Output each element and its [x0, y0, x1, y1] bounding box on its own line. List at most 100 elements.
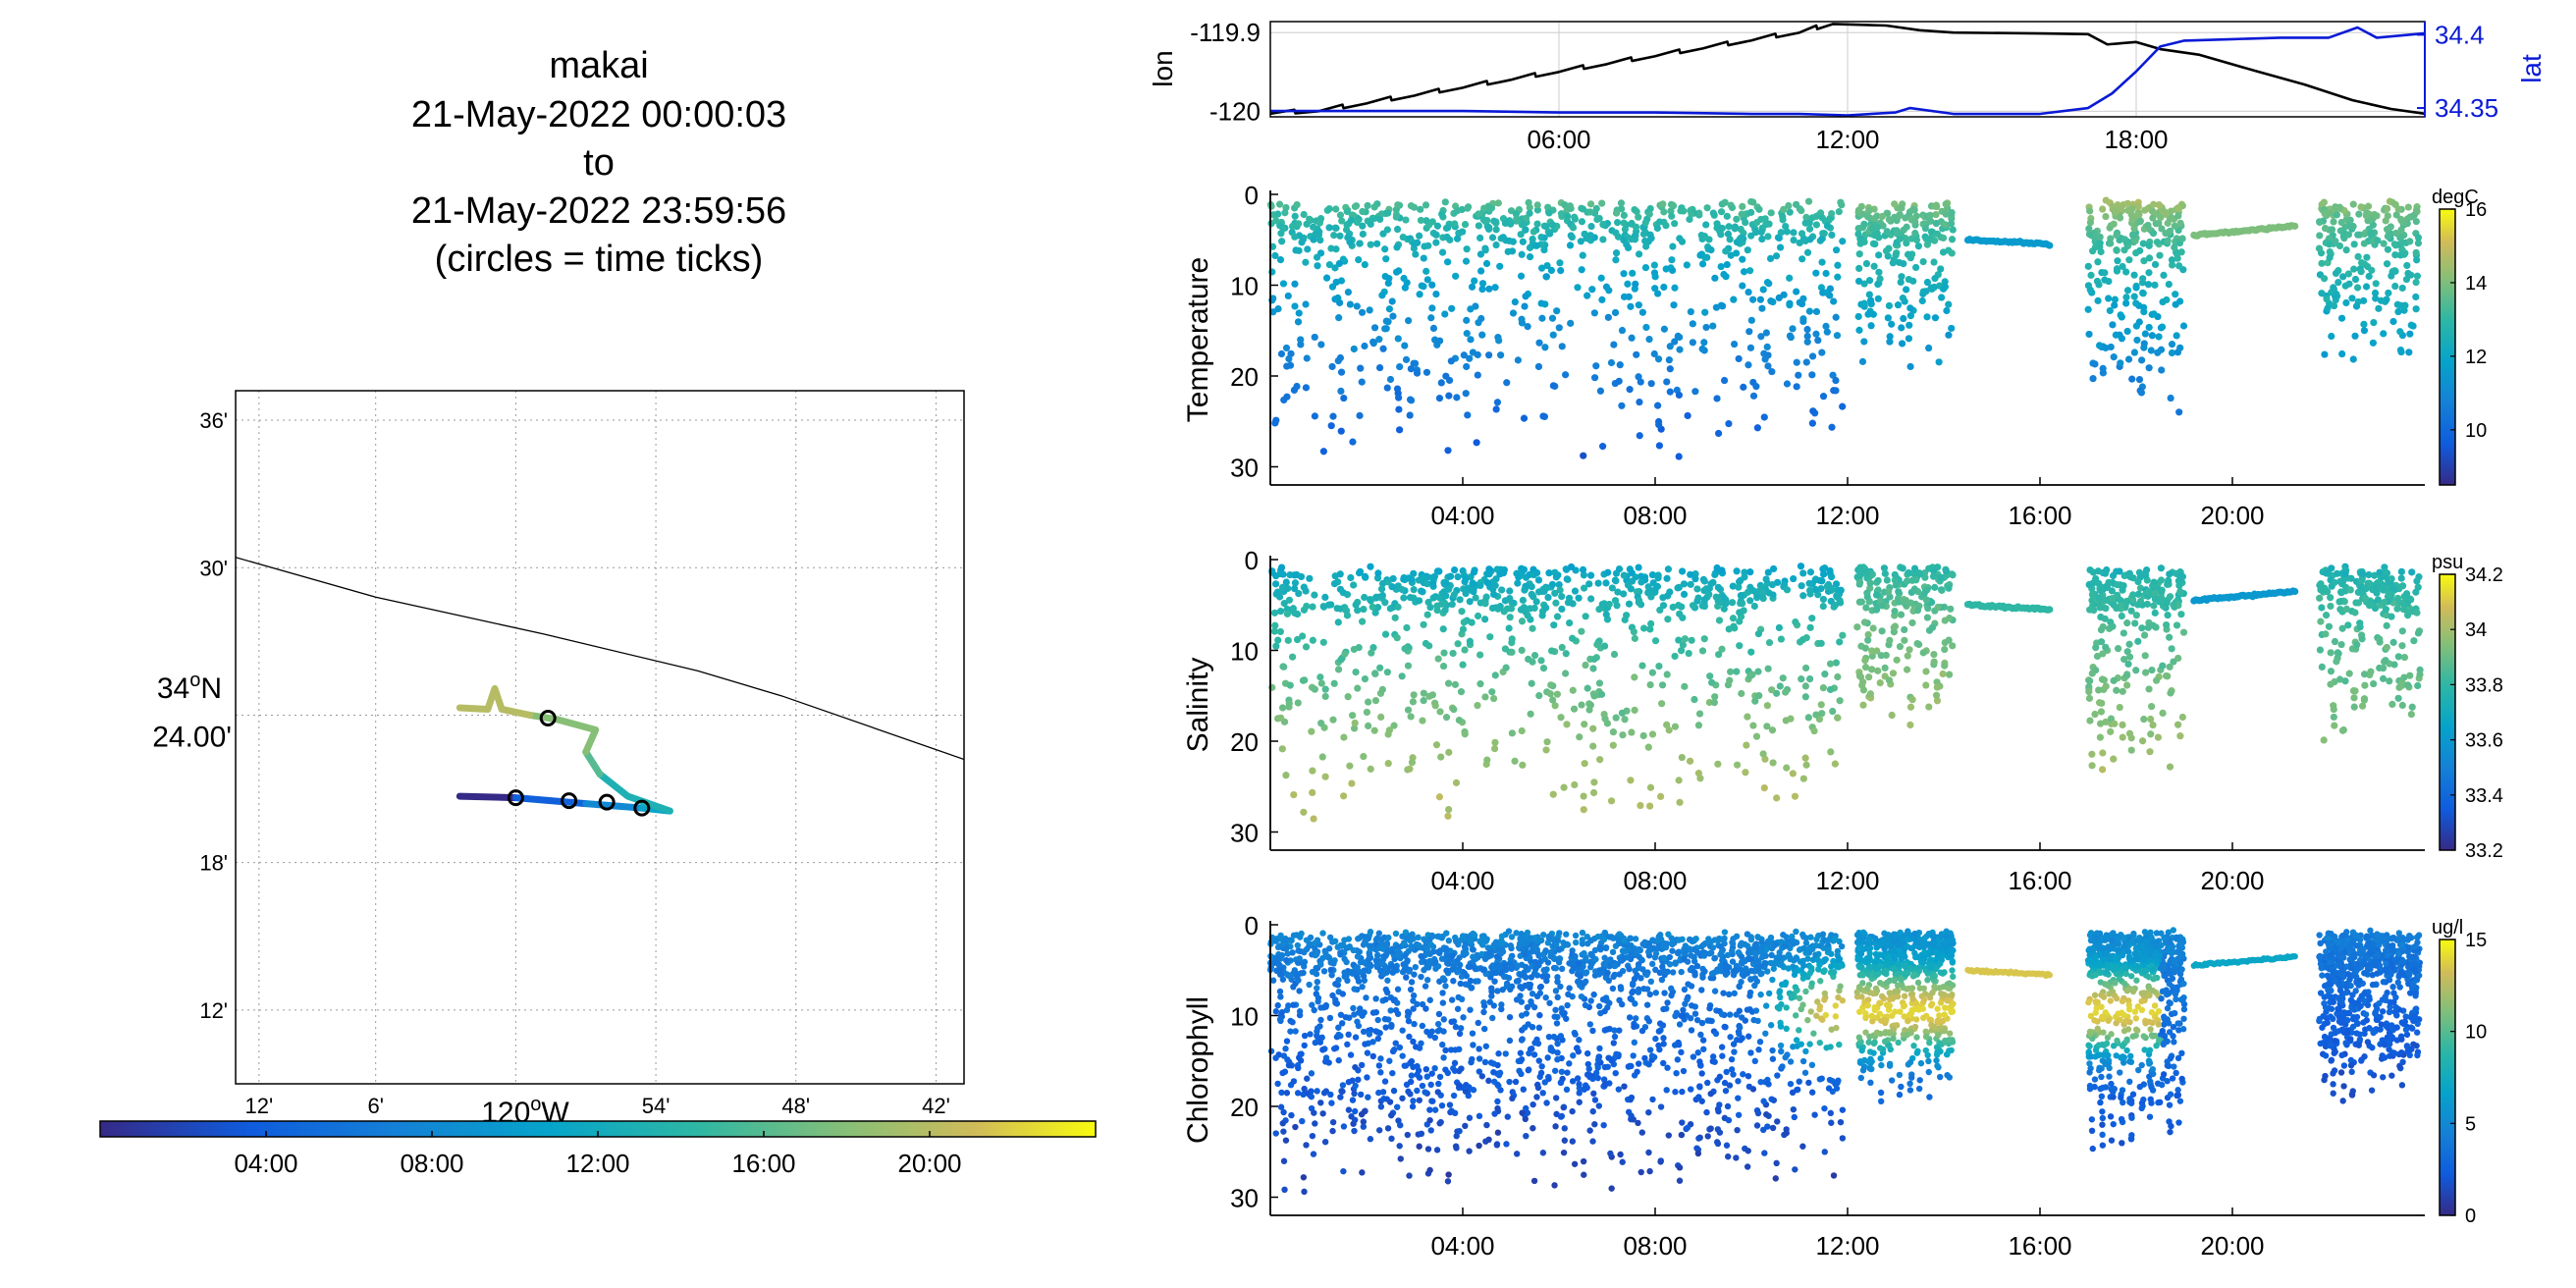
temperature-point [1325, 224, 1332, 231]
salinity-point [1419, 717, 1425, 724]
chlorophyll-point [1689, 1027, 1694, 1033]
chlorophyll-point [1620, 1159, 1626, 1165]
salinity-point [1445, 806, 1452, 813]
salinity-point [1582, 760, 1588, 767]
salinity-point [1934, 564, 1941, 570]
salinity-point [1550, 621, 1557, 628]
temperature-point [1518, 316, 1525, 323]
salinity-point [1583, 613, 1589, 619]
temperature-point [1909, 206, 1916, 213]
temperature-point [2154, 349, 2161, 356]
chlorophyll-point [1750, 1017, 1756, 1023]
salinity-point [1521, 587, 1528, 594]
temperature-point [1357, 365, 1364, 372]
chlorophyll-point [1407, 1091, 1413, 1097]
temperature-point [2154, 239, 2161, 245]
temperature-point [1495, 337, 1502, 344]
temperature-point [1586, 208, 1593, 215]
temperature-point [1750, 393, 1757, 400]
temperature-point [1793, 288, 1799, 295]
salinity-point [2413, 610, 2420, 617]
salinity-panel: 010203004:00 08:00 12:00 16:00 20:00Salinity… [1182, 546, 2503, 895]
chlorophyll-point [1587, 997, 1593, 1003]
salinity-point [1636, 599, 1642, 606]
chlorophyll-point [1833, 1002, 1839, 1008]
salinity-point [1946, 637, 1953, 644]
chlorophyll-point [1319, 1046, 1325, 1052]
salinity-point [1942, 617, 1949, 623]
temperature-point [1381, 325, 1388, 332]
temperature-point [1580, 205, 1586, 212]
salinity-point [1320, 639, 1327, 646]
salinity-point [1883, 652, 1890, 659]
salinity-point [1922, 681, 1929, 688]
salinity-surface-point [2291, 588, 2298, 595]
temperature-point [1738, 235, 1744, 242]
temperature-point [1696, 251, 1703, 258]
temperature-point [1454, 207, 1461, 214]
salinity-point [1687, 758, 1693, 765]
salinity-point [1864, 637, 1871, 644]
temperature-point [1833, 246, 1840, 253]
temperature-point [1884, 228, 1891, 235]
salinity-point [1589, 743, 1596, 750]
temperature-point [1432, 240, 1439, 246]
temperature-point [1736, 355, 1743, 362]
salinity-point [1681, 580, 1688, 587]
salinity-point [2089, 670, 2096, 676]
salinity-point [1800, 776, 1807, 782]
chlorophyll-point [1514, 1151, 1520, 1156]
chlorophyll-point [1735, 1095, 1741, 1100]
temperature-point [1500, 234, 1507, 241]
salinity-colorbar-tick-label: 33.4 [2465, 785, 2503, 807]
temperature-point [1291, 281, 1298, 288]
salinity-point [2317, 646, 2324, 653]
temperature-point [1613, 249, 1620, 256]
temperature-point [1493, 226, 1500, 233]
temperature-point [1338, 428, 1345, 435]
salinity-point [1906, 722, 1913, 728]
temperature-point [1625, 244, 1632, 251]
temperature-point [1556, 259, 1563, 266]
title-line-1: makai [549, 45, 648, 86]
salinity-point [1923, 596, 1930, 603]
salinity-colorbar-label: psu [2432, 552, 2463, 573]
salinity-point [2347, 586, 2354, 593]
temperature-point [1865, 310, 1872, 317]
chlorophyll-point [1387, 1007, 1393, 1013]
salinity-point [1746, 568, 1753, 575]
chlorophyll-point [1583, 1002, 1588, 1008]
temperature-point [1612, 256, 1619, 263]
temperature-point [1899, 340, 1905, 347]
temperature-point [1837, 199, 1844, 206]
temperature-point [1417, 206, 1423, 213]
temperature-point [1530, 236, 1536, 242]
chlorophyll-point [1411, 1021, 1417, 1027]
salinity-point [1308, 728, 1315, 735]
temperature-point [1702, 324, 1709, 331]
chlorophyll-point [1837, 984, 1843, 990]
salinity-point [1278, 564, 1285, 570]
chlorophyll-point [1483, 1122, 1489, 1128]
temperature-point [2136, 218, 2143, 225]
temperature-point [1788, 334, 1795, 341]
temperature-point [1753, 219, 1760, 226]
temperature-point [1444, 258, 1451, 265]
temperature-point [1345, 289, 1352, 295]
salinity-point [2407, 595, 2414, 602]
chlorophyll-point [1699, 1020, 1705, 1026]
chlorophyll-point [1833, 1013, 1839, 1019]
temperature-point [2383, 217, 2389, 224]
temperature-point [1393, 211, 1400, 218]
temperature-point [2351, 333, 2358, 340]
salinity-point [1329, 717, 1336, 724]
temperature-point [1747, 209, 1754, 216]
temperature-point [1911, 230, 1918, 237]
salinity-point [2398, 642, 2405, 649]
chlorophyll-point [1382, 1024, 1388, 1030]
salinity-point [1604, 720, 1611, 726]
temperature-point [1416, 291, 1422, 297]
temperature-point [2160, 272, 2167, 279]
salinity-point [2350, 694, 2357, 701]
temperature-point [1724, 261, 1731, 268]
